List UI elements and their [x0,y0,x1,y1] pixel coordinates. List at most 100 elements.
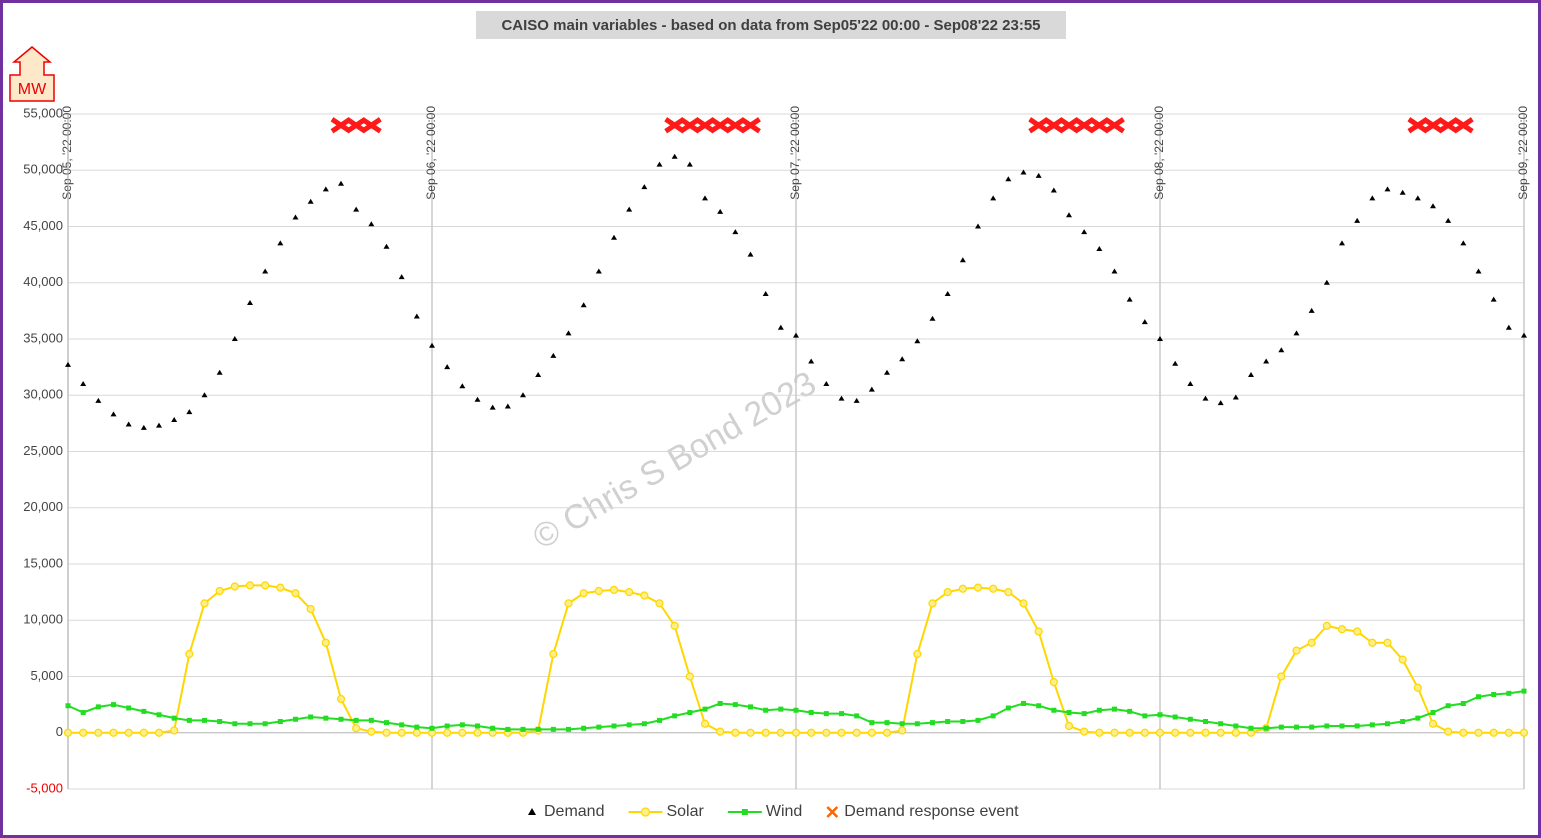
demand-point [944,291,951,296]
demand-point [292,214,299,220]
legend-marker [528,808,536,815]
y-axis-unit: MW [18,81,47,98]
wind-point [535,726,541,732]
wind-point [1021,701,1026,706]
solar-point [549,649,558,659]
wind-point [368,717,374,723]
wind-point [1445,703,1451,709]
demand-point [580,302,587,308]
series [65,688,1527,732]
wind-point [1172,714,1178,720]
wind-point [1400,719,1406,724]
solar-point [958,584,967,593]
wind-point [717,701,723,706]
wind-point [1263,725,1269,731]
demand-point [1293,330,1300,336]
chart-title: CAISO main variables - based on data fro… [501,17,1040,34]
x-tick-label: Sep 05, '22 00:00 [60,106,74,200]
demand-point [65,361,71,367]
demand-point [914,338,921,344]
demand-point [550,352,557,358]
wind-point [126,705,132,711]
solar-point [261,581,270,590]
solar-point [822,728,831,737]
demand-point [1232,394,1239,400]
demand-point [459,383,466,389]
wind-point [899,721,905,727]
demand-point [140,424,147,430]
solar-point [1428,719,1438,728]
event-point [360,117,382,134]
solar-point [898,726,907,735]
y-tick-label: 25,000 [23,443,63,458]
wind-point [1491,692,1497,697]
wind-point [1324,723,1330,729]
wind-point [854,713,860,719]
solar-point [185,649,194,659]
solar-point [276,583,285,592]
legend-label: Demand [544,803,604,820]
y-tick-label: 55,000 [23,105,63,120]
demand-point [80,381,87,386]
solar-point [791,728,801,737]
solar-point [776,728,785,737]
wind-point [1203,719,1208,724]
legend-item: Demand [528,803,604,820]
demand-point [338,180,344,186]
solar-point [1155,728,1165,737]
solar-point [382,728,391,737]
wind-point [384,720,389,726]
wind-point [975,717,981,723]
wind-point [444,723,450,729]
wind-point [353,717,359,723]
demand-point [1414,195,1421,201]
wind-point [277,719,283,724]
demand-point [702,195,708,201]
legend-item: Solar [628,803,705,820]
legend-item: Demand response event [826,803,1019,820]
wind-point [763,707,769,713]
solar-point [913,649,922,659]
solar-point [367,727,376,736]
solar-point [397,728,406,737]
solar-point [973,583,983,592]
demand-point [793,332,799,338]
solar-point [1095,728,1104,737]
demand-point [823,381,830,386]
legend-label: Wind [766,803,802,820]
demand-point [595,268,602,274]
solar-point [1383,638,1392,647]
wind-point [1294,724,1299,730]
wind-point [566,726,571,732]
wind-point [1127,708,1133,714]
series [63,581,1529,737]
demand-point [899,356,906,362]
wind-point [156,712,162,718]
demand-point [1490,296,1497,302]
wind-point [247,721,253,727]
legend-item: Wind [727,803,802,820]
solar-point [1337,625,1347,634]
wind-point [399,722,405,728]
wind-point [1476,694,1481,700]
wind-point [550,726,556,732]
demand-point [1248,372,1254,377]
demand-point [641,184,648,190]
solar-point [685,672,694,681]
solar-point [1368,638,1377,647]
solar-point [1474,728,1483,737]
solar-point [1307,638,1316,647]
demand-point [1445,217,1452,223]
solar-point [761,728,770,737]
demand-point [1050,187,1057,193]
solar-point [640,591,649,600]
demand-point [656,161,663,167]
demand-point [626,206,633,212]
solar-point [458,728,467,737]
solar-point [837,728,846,737]
solar-point [94,728,103,737]
solar-point [200,599,209,608]
wind-point [823,711,829,717]
solar-point [1080,727,1089,736]
demand-point [322,186,329,192]
